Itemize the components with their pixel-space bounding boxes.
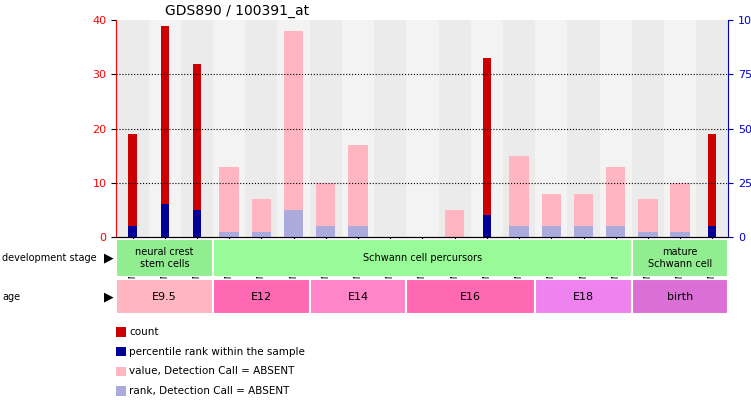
Bar <box>149 20 181 237</box>
Text: age: age <box>2 292 20 302</box>
Bar <box>606 166 626 237</box>
Text: Schwann cell percursors: Schwann cell percursors <box>363 253 482 263</box>
Bar <box>574 226 593 237</box>
Bar <box>574 194 593 237</box>
Bar <box>181 20 213 237</box>
Text: neural crest
stem cells: neural crest stem cells <box>135 247 194 269</box>
Text: rank, Detection Call = ABSENT: rank, Detection Call = ABSENT <box>129 386 290 396</box>
Bar <box>671 183 690 237</box>
Text: E12: E12 <box>251 292 272 302</box>
Bar <box>509 226 529 237</box>
Bar <box>284 31 303 237</box>
Bar <box>161 26 169 237</box>
Bar <box>246 20 277 237</box>
Bar <box>374 20 406 237</box>
Bar <box>193 64 201 237</box>
Bar <box>638 199 658 237</box>
Bar <box>128 134 137 237</box>
Bar <box>277 20 309 237</box>
Bar <box>213 279 309 314</box>
Bar <box>606 226 626 237</box>
Bar <box>252 199 271 237</box>
Text: E9.5: E9.5 <box>152 292 177 302</box>
Bar <box>541 226 561 237</box>
Text: ▶: ▶ <box>104 252 113 265</box>
Bar <box>632 279 728 314</box>
Bar <box>348 145 368 237</box>
Bar <box>116 327 125 337</box>
Text: E18: E18 <box>573 292 594 302</box>
Bar <box>219 166 239 237</box>
Bar <box>664 20 696 237</box>
Bar <box>213 239 632 277</box>
Text: E16: E16 <box>460 292 481 302</box>
Text: GDS890 / 100391_at: GDS890 / 100391_at <box>165 4 309 18</box>
Bar <box>116 347 125 356</box>
Bar <box>128 226 137 237</box>
Bar <box>161 205 169 237</box>
Bar <box>116 279 213 314</box>
Text: percentile rank within the sample: percentile rank within the sample <box>129 347 305 356</box>
Bar <box>309 20 342 237</box>
Bar <box>471 20 503 237</box>
Bar <box>535 20 568 237</box>
Bar <box>483 58 491 237</box>
Bar <box>406 20 439 237</box>
Bar <box>406 279 535 314</box>
Bar <box>483 215 491 237</box>
Bar <box>696 20 728 237</box>
Bar <box>219 232 239 237</box>
Bar <box>213 20 246 237</box>
Text: value, Detection Call = ABSENT: value, Detection Call = ABSENT <box>129 367 294 376</box>
Bar <box>708 226 716 237</box>
Bar <box>445 210 464 237</box>
Bar <box>116 20 149 237</box>
Bar <box>316 226 336 237</box>
Text: mature
Schwann cell: mature Schwann cell <box>648 247 712 269</box>
Text: E14: E14 <box>348 292 369 302</box>
Bar <box>638 232 658 237</box>
Bar <box>568 20 599 237</box>
Bar <box>632 20 664 237</box>
Bar <box>439 20 471 237</box>
Bar <box>503 20 535 237</box>
Text: birth: birth <box>667 292 693 302</box>
Bar <box>348 226 368 237</box>
Text: ▶: ▶ <box>104 290 113 303</box>
Bar <box>708 134 716 237</box>
Bar <box>541 194 561 237</box>
Bar <box>116 239 213 277</box>
Bar <box>116 367 125 376</box>
Bar <box>252 232 271 237</box>
Bar <box>193 210 201 237</box>
Bar <box>316 183 336 237</box>
Bar <box>632 239 728 277</box>
Bar <box>284 210 303 237</box>
Bar <box>535 279 632 314</box>
Bar <box>342 20 374 237</box>
Bar <box>509 156 529 237</box>
Text: count: count <box>129 327 158 337</box>
Bar <box>671 232 690 237</box>
Text: development stage: development stage <box>2 253 97 263</box>
Bar <box>599 20 632 237</box>
Bar <box>309 279 406 314</box>
Bar <box>116 386 125 396</box>
